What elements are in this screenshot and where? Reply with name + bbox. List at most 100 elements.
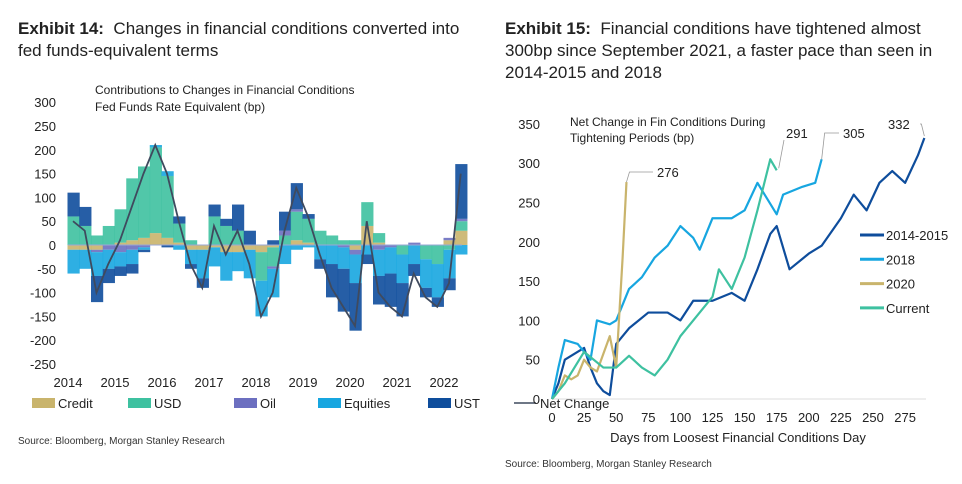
y-tick-label: 100	[518, 313, 540, 328]
bar-usd	[337, 240, 350, 245]
bar-ust	[384, 273, 397, 307]
legend-swatch	[428, 398, 451, 408]
x-tick-label: 2019	[289, 375, 318, 390]
bar-usd	[326, 235, 339, 245]
bar-equities	[302, 245, 315, 248]
bar-credit	[196, 245, 209, 250]
chart15-lines: 332 305 276 291	[550, 117, 926, 400]
bar-ust	[337, 268, 350, 312]
y-tick-label: 250	[34, 119, 56, 134]
bar-ust	[373, 275, 386, 305]
bar-equities	[420, 259, 433, 288]
x-tick-label: 100	[670, 410, 692, 425]
legend-swatch	[128, 398, 151, 408]
bar-ust	[126, 264, 139, 274]
bar-oil	[408, 242, 421, 245]
bar-ust	[326, 264, 339, 298]
bar-ust	[67, 192, 80, 217]
bar-credit	[232, 245, 245, 253]
y-tick-label: 50	[526, 353, 540, 368]
exhibit-14-title: Exhibit 14: Changes in financial conditi…	[18, 18, 478, 62]
exhibit-15-label: Exhibit 15:	[505, 19, 591, 38]
chart15-title-line2: Tightening Periods (bp)	[570, 131, 694, 145]
bar-ust	[138, 249, 151, 253]
series-line-current	[551, 158, 778, 400]
legend-swatch	[32, 398, 55, 408]
legend-swatch	[234, 398, 257, 408]
bar-oil	[91, 249, 104, 253]
bar-usd	[455, 221, 468, 231]
bar-usd	[161, 175, 174, 238]
exhibit-14-text: Changes in financial conditions converte…	[18, 19, 460, 60]
bar-credit	[67, 245, 80, 250]
x-tick-label: 2015	[101, 375, 130, 390]
bar-ust	[408, 264, 421, 276]
chart-exhibit-14: Contributions to Changes in Financial Co…	[18, 83, 609, 447]
x-tick-label: 2021	[383, 375, 412, 390]
y-tick-label: -250	[30, 357, 56, 372]
end-value-label-2014-2015: 332	[888, 117, 910, 132]
series-line-2014-2015	[550, 137, 926, 400]
bar-ust	[208, 204, 221, 217]
net-change-line	[72, 142, 462, 329]
chart14-net-line	[72, 142, 462, 329]
callout-line	[778, 139, 785, 169]
chart14-x-axis: 2014 2015 2016 2017 2018 2019 2020 2021 2022	[54, 375, 459, 390]
bar-equities	[349, 254, 362, 284]
bar-equities	[361, 245, 374, 255]
chart14-legend: Credit USD Oil Equities UST Net Change	[32, 396, 609, 411]
bar-credit	[349, 245, 362, 250]
y-tick-label: -200	[30, 333, 56, 348]
y-tick-label: 150	[518, 274, 540, 289]
exhibit-14-source: Source: Bloomberg, Morgan Stanley Resear…	[18, 436, 225, 447]
bar-equities	[431, 264, 444, 298]
end-value-label-2020: 276	[657, 165, 679, 180]
bar-oil	[443, 237, 456, 241]
legend-label: UST	[454, 396, 480, 411]
bar-credit	[114, 242, 127, 245]
x-tick-label: 275	[894, 410, 916, 425]
legend-label: 2018	[886, 252, 915, 267]
bar-credit	[208, 245, 221, 248]
bar-credit	[455, 230, 468, 245]
y-tick-label: -100	[30, 286, 56, 301]
bar-credit	[173, 242, 186, 245]
bar-ust	[220, 218, 233, 226]
legend-item-current: Current	[860, 301, 930, 316]
chart15-title-line1: Net Change in Fin Conditions During	[570, 115, 765, 129]
bar-oil	[290, 209, 303, 212]
x-tick-label: 2022	[430, 375, 459, 390]
x-tick-label: 2017	[195, 375, 224, 390]
bar-equities	[337, 247, 350, 269]
x-tick-label: 2020	[336, 375, 365, 390]
bar-credit	[443, 240, 456, 245]
x-tick-label: 175	[766, 410, 788, 425]
bar-equities	[102, 249, 115, 269]
bar-credit	[149, 233, 162, 245]
bar-oil	[373, 245, 386, 250]
bar-equities	[114, 252, 127, 267]
bar-usd	[420, 245, 433, 260]
bar-oil	[349, 249, 362, 255]
legend-item-net-change: Net Change	[514, 396, 609, 411]
bar-oil	[114, 245, 127, 253]
legend-item-2020: 2020	[860, 277, 915, 292]
bar-usd	[102, 225, 115, 245]
legend-item-2018: 2018	[860, 252, 915, 267]
bar-equities	[67, 249, 80, 274]
x-tick-label: 225	[830, 410, 852, 425]
bar-usd	[267, 247, 280, 267]
series-line-2020	[551, 182, 628, 400]
exhibit-14-label: Exhibit 14:	[18, 19, 104, 38]
bar-usd	[138, 166, 151, 238]
y-tick-label: 0	[49, 238, 56, 253]
bar-ust	[290, 183, 303, 210]
bar-equities	[373, 249, 386, 276]
bar-ust	[114, 266, 127, 276]
bar-usd	[373, 233, 386, 243]
x-tick-label: 2018	[242, 375, 271, 390]
bar-ust	[314, 259, 327, 269]
bar-ust	[102, 268, 115, 284]
bar-equities	[326, 245, 339, 265]
